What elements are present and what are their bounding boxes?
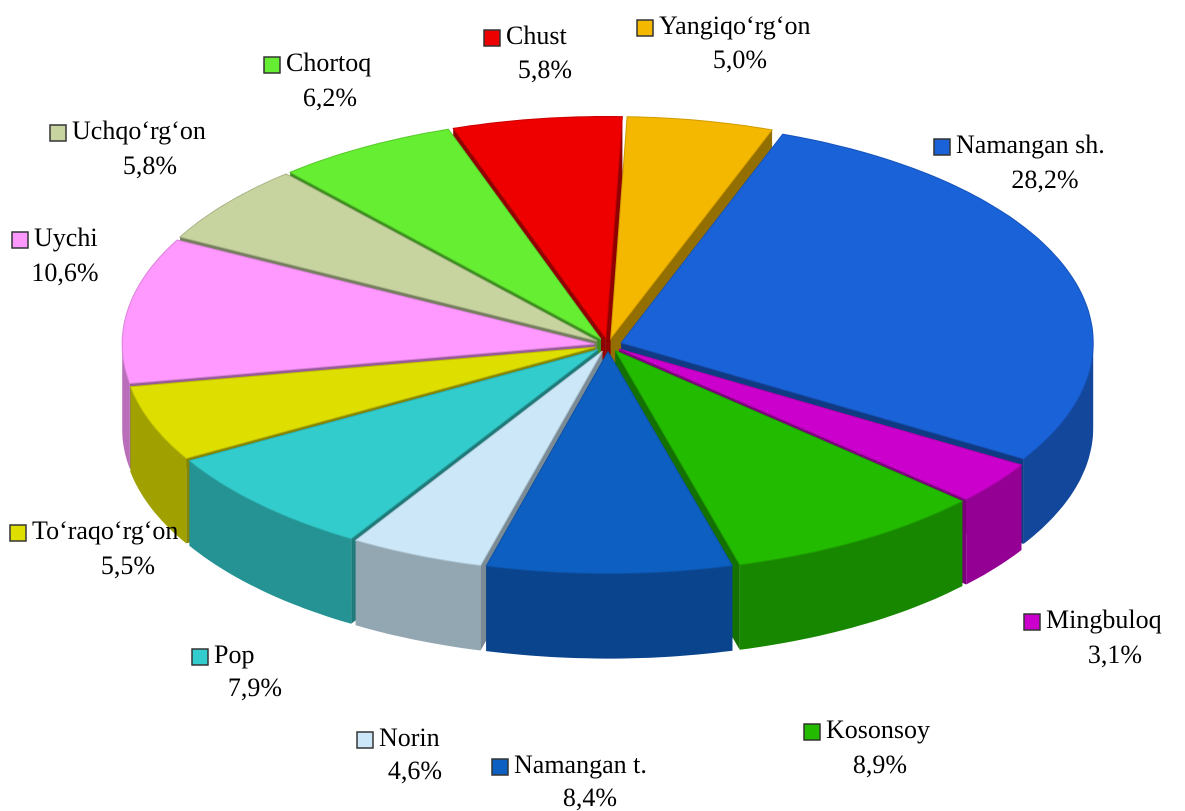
slice bbox=[619, 348, 1023, 501]
slice bbox=[620, 133, 1094, 460]
slice bbox=[129, 346, 596, 459]
slice bbox=[452, 116, 623, 340]
slice bbox=[610, 116, 774, 341]
slice-value-label: 8,4% bbox=[563, 783, 617, 811]
legend-marker bbox=[49, 124, 67, 142]
slice-side bbox=[189, 460, 352, 624]
slice-name: Chortoq bbox=[286, 48, 371, 77]
slice-value-label: 5,8% bbox=[518, 55, 572, 84]
slice-side bbox=[739, 501, 963, 650]
slice-name: Namangan sh. bbox=[956, 130, 1105, 159]
slice bbox=[485, 350, 734, 575]
slice-value-label: 5,0% bbox=[713, 45, 767, 74]
legend-marker bbox=[1023, 613, 1041, 631]
slice bbox=[121, 239, 595, 385]
legend-marker bbox=[636, 19, 654, 37]
legend-marker bbox=[11, 231, 29, 249]
slice-name: Mingbuloq bbox=[1046, 605, 1162, 634]
legend-marker bbox=[933, 138, 951, 156]
legend-marker bbox=[191, 648, 209, 666]
slice bbox=[178, 173, 598, 342]
slice-value-label: 7,9% bbox=[228, 673, 282, 702]
slice-value-label: 10,6% bbox=[31, 258, 98, 287]
slice bbox=[188, 349, 599, 540]
slice-value-label: 3,1% bbox=[1088, 640, 1142, 669]
slice-side bbox=[130, 386, 187, 544]
slice bbox=[614, 349, 964, 566]
slice-name: Pop bbox=[214, 640, 254, 669]
slice-side bbox=[355, 540, 481, 651]
legend-marker bbox=[9, 524, 27, 542]
slice-value-label: 5,8% bbox=[123, 151, 177, 180]
slice-name: Chust bbox=[506, 21, 567, 50]
slice-value-label: 5,5% bbox=[101, 551, 155, 580]
slice-side bbox=[966, 465, 1022, 585]
slice-value-label: 6,2% bbox=[303, 83, 357, 112]
slice-name: To‘raqo‘rg‘on bbox=[32, 516, 178, 545]
slice-value-label: 28,2% bbox=[1011, 165, 1078, 194]
slice-name: Norin bbox=[379, 723, 440, 752]
legend-marker bbox=[491, 758, 509, 776]
slice bbox=[354, 350, 603, 567]
slice-side bbox=[122, 344, 130, 469]
slice-side bbox=[1023, 342, 1094, 544]
slice-name: Yangiqo‘rg‘on bbox=[659, 11, 810, 40]
legend-marker bbox=[263, 56, 281, 74]
slice-name: Uychi bbox=[34, 223, 98, 252]
slice-wall bbox=[605, 116, 623, 424]
legend-marker bbox=[356, 731, 374, 749]
slice-value-label: 4,6% bbox=[388, 756, 442, 785]
slice bbox=[288, 128, 602, 340]
slice-name: Namangan t. bbox=[514, 750, 647, 779]
slice-name: Kosonsoy bbox=[826, 715, 930, 744]
slice-side bbox=[486, 565, 733, 659]
legend-marker bbox=[483, 29, 501, 47]
slice-name: Uchqo‘rg‘on bbox=[72, 116, 206, 145]
legend-marker bbox=[803, 723, 821, 741]
slice-value-label: 8,9% bbox=[853, 750, 907, 779]
